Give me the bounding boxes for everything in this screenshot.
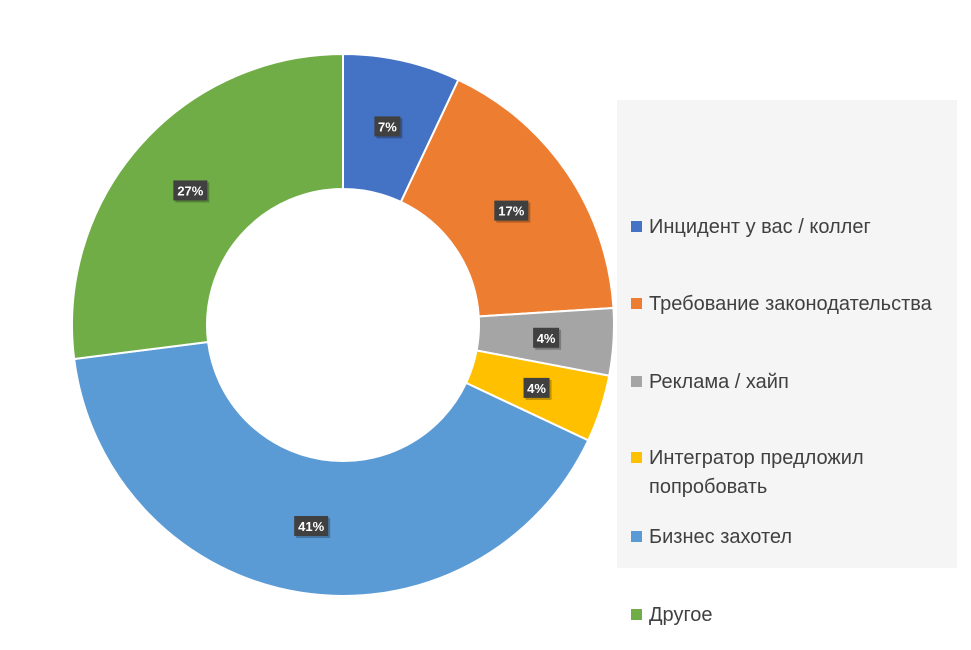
legend-swatch-integrator <box>631 452 642 463</box>
legend-label-legislation: Требование законодательства <box>649 293 932 315</box>
legend-label-incident: Инцидент у вас / коллег <box>649 216 871 238</box>
legend-label-other: Другое <box>649 604 713 626</box>
legend-swatch-business <box>631 531 642 542</box>
slice-other <box>71 52 344 361</box>
chart-legend: Инцидент у вас / коллег Требование закон… <box>617 100 957 626</box>
data-label-business: 41% <box>294 515 331 538</box>
slice-legislation <box>399 78 615 318</box>
data-label-text: 41% <box>298 519 324 534</box>
legend-item-incident: Инцидент у вас / коллег <box>631 213 954 242</box>
data-label-box <box>374 116 401 137</box>
legend-item-business: Бизнес захотел <box>631 523 954 552</box>
legend-item-other: Другое <box>631 601 954 630</box>
donut-data-labels: 7% 17% 4% 4% 41% 27% <box>173 116 562 538</box>
legend-label-advertising: Реклама / хайп <box>649 371 789 393</box>
data-label-text: 7% <box>378 119 397 134</box>
data-label-box <box>533 327 560 348</box>
legend-label-integrator: Интегратор предложил попробовать <box>649 447 864 498</box>
legend-label-business: Бизнес захотел <box>649 526 793 548</box>
data-label-text: 4% <box>537 331 556 346</box>
legend-swatch-incident <box>631 221 642 232</box>
data-label-box <box>494 200 529 221</box>
data-label-box <box>294 515 329 536</box>
data-label-text: 4% <box>527 381 546 396</box>
data-label-incident: 7% <box>374 116 403 139</box>
data-label-integrator: 4% <box>523 377 552 400</box>
legend-item-integrator: Интегратор предложил попробовать <box>631 444 954 502</box>
legend-item-advertising: Реклама / хайп <box>631 368 954 397</box>
legend-swatch-advertising <box>631 376 642 387</box>
data-label-box <box>523 377 550 398</box>
legend-swatch-legislation <box>631 298 642 309</box>
legend-swatch-other <box>631 609 642 620</box>
data-label-text: 27% <box>177 183 203 198</box>
data-label-other: 27% <box>173 180 210 203</box>
slice-business <box>73 340 590 597</box>
data-label-legislation: 17% <box>494 200 531 223</box>
donut-slices <box>71 52 615 597</box>
data-label-text: 17% <box>498 204 524 219</box>
data-label-box <box>173 180 208 201</box>
data-label-advertising: 4% <box>533 327 562 350</box>
legend-item-legislation: Требование законодательства <box>631 290 954 319</box>
